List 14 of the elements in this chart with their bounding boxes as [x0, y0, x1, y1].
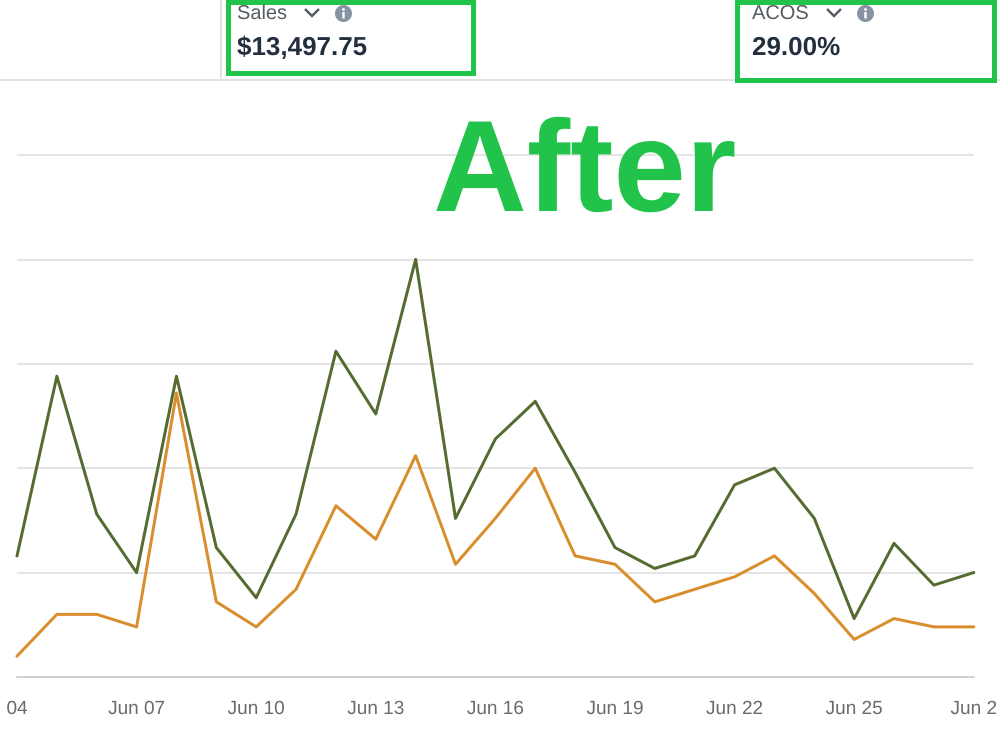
x-tick-label: Jun 13	[347, 698, 404, 719]
x-tick-label: Jun 07	[108, 698, 166, 719]
x-tick-label: Jun 22	[706, 698, 764, 719]
x-tick-label: 04	[6, 698, 28, 719]
x-tick-label: Jun 16	[466, 698, 524, 719]
text: 29.00%	[752, 31, 840, 61]
x-tick-label: Jun 10	[228, 698, 285, 719]
text: Sales	[237, 1, 288, 25]
chart-title: After	[433, 93, 736, 239]
x-tick-label: Jun 19	[586, 698, 644, 719]
text: ACOS	[752, 1, 809, 25]
x-tick-label: Jun 2	[950, 698, 998, 719]
text: $13,497.75	[237, 31, 368, 61]
x-tick-label: Jun 25	[826, 698, 883, 719]
